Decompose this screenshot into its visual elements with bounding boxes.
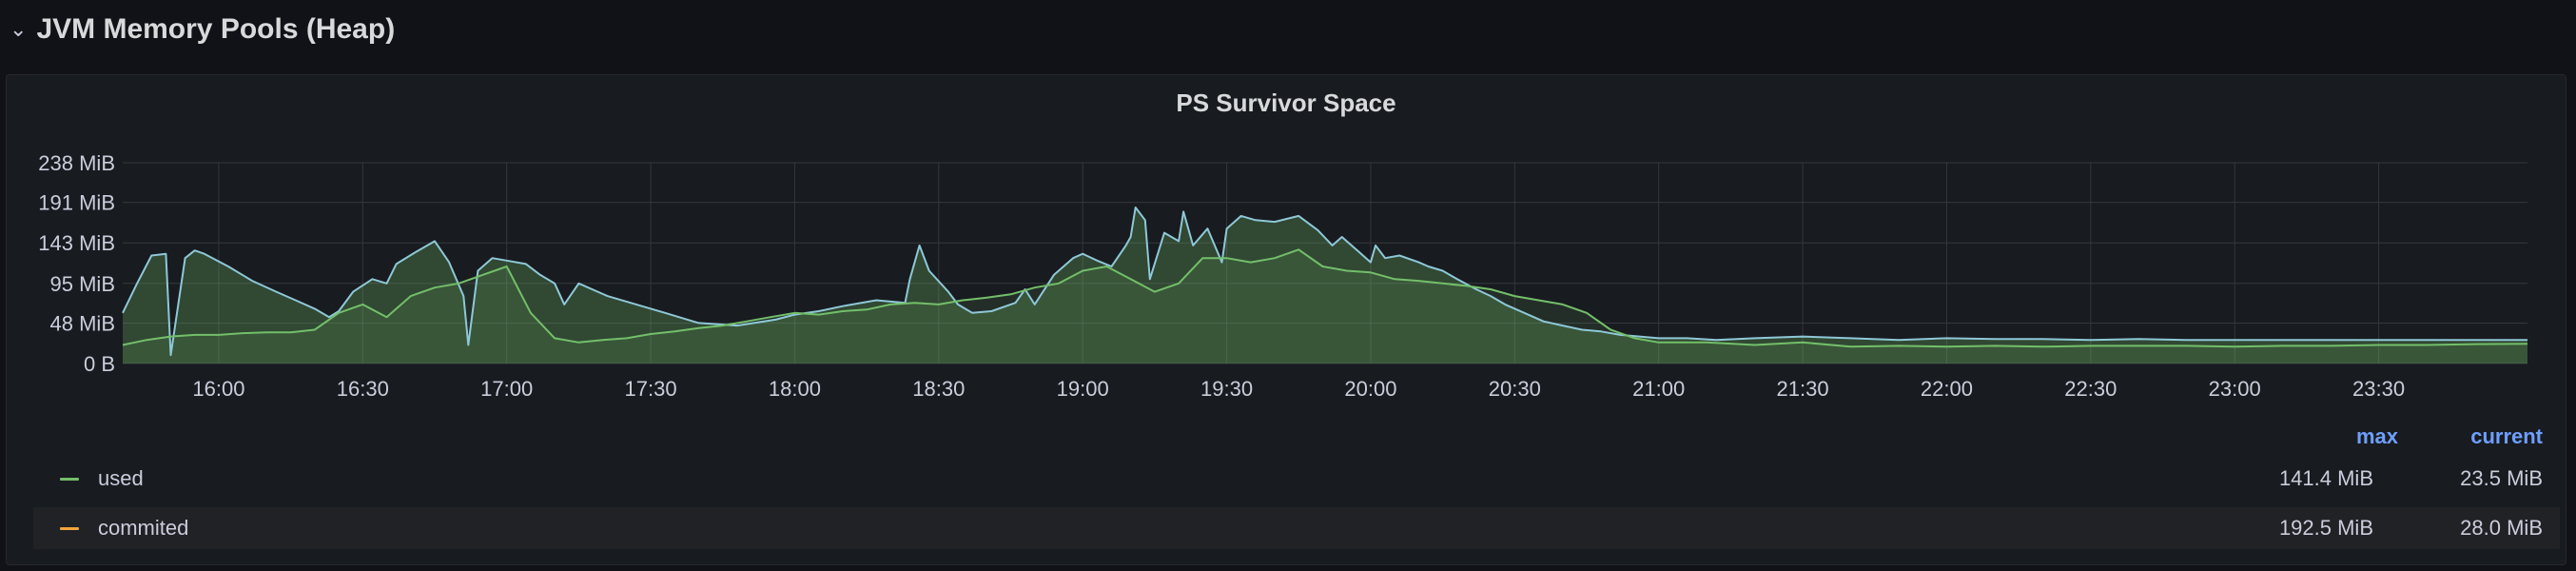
x-tick-label: 19:00 bbox=[1057, 377, 1109, 401]
y-tick-label: 191 MiB bbox=[38, 191, 115, 215]
series-line-used[interactable] bbox=[122, 248, 2528, 348]
legend-header-current[interactable]: current bbox=[2470, 424, 2543, 448]
x-tick-label: 22:30 bbox=[2064, 377, 2117, 401]
y-axis: 0 B 48 MiB 95 MiB 143 MiB 191 MiB 238 MiB bbox=[38, 151, 115, 376]
x-tick-label: 23:30 bbox=[2352, 377, 2405, 401]
y-tick-label: 0 B bbox=[84, 352, 115, 376]
legend-row-used[interactable]: used 141.4 MiB 23.5 MiB bbox=[33, 458, 2560, 500]
series-area-used bbox=[123, 249, 2527, 364]
legend-current-value: 23.5 MiB bbox=[2460, 466, 2543, 490]
row-header[interactable]: ⌄ JVM Memory Pools (Heap) bbox=[10, 8, 395, 51]
row-title[interactable]: JVM Memory Pools (Heap) bbox=[36, 13, 396, 45]
chart-lines bbox=[122, 207, 2528, 357]
x-tick-label: 23:00 bbox=[2209, 377, 2261, 401]
x-tick-label: 21:00 bbox=[1632, 377, 1685, 401]
x-tick-label: 16:00 bbox=[192, 377, 244, 401]
y-tick-label: 238 MiB bbox=[38, 151, 115, 175]
legend-swatch-used bbox=[60, 477, 79, 481]
legend-name: used bbox=[98, 466, 144, 490]
x-tick-label: 17:30 bbox=[625, 377, 677, 401]
legend-max-value: 141.4 MiB bbox=[2278, 466, 2373, 490]
panel-title[interactable]: PS Survivor Space bbox=[1176, 89, 1396, 117]
legend-row-commited[interactable]: commited 192.5 MiB 28.0 MiB bbox=[33, 507, 2560, 549]
x-tick-label: 20:30 bbox=[1489, 377, 1541, 401]
x-tick-label: 21:30 bbox=[1777, 377, 1829, 401]
x-tick-label: 18:00 bbox=[769, 377, 821, 401]
x-tick-label: 18:30 bbox=[912, 377, 965, 401]
x-tick-label: 16:30 bbox=[337, 377, 389, 401]
y-tick-label: 95 MiB bbox=[50, 272, 115, 296]
x-tick-label: 22:00 bbox=[1921, 377, 1973, 401]
x-tick-label: 19:30 bbox=[1200, 377, 1253, 401]
x-tick-label: 20:00 bbox=[1344, 377, 1396, 401]
x-axis: 16:00 16:30 17:00 17:30 18:00 18:30 19:00 19:30… bbox=[192, 377, 2405, 401]
x-tick-label: 17:00 bbox=[480, 377, 533, 401]
series-line-commited[interactable] bbox=[122, 207, 2527, 357]
legend-current-value: 28.0 MiB bbox=[2460, 516, 2543, 540]
chart-grid bbox=[123, 162, 2527, 364]
chart: 0 B 48 MiB 95 MiB 143 MiB 191 MiB 238 MiB 16:… bbox=[38, 151, 2528, 401]
chevron-down-icon[interactable]: ⌄ bbox=[10, 17, 28, 41]
y-tick-label: 143 MiB bbox=[38, 231, 115, 255]
legend-max-value: 192.5 MiB bbox=[2278, 516, 2373, 540]
series-area-commited bbox=[123, 207, 2527, 364]
legend-header-max[interactable]: max bbox=[2355, 424, 2398, 448]
panel-ps-survivor-space: PS Survivor Space 0 B 48 MiB 95 MiB 143 MiB… bbox=[6, 74, 2566, 565]
chart-areas bbox=[123, 207, 2527, 364]
legend-name: commited bbox=[98, 516, 189, 540]
legend-swatch-commited bbox=[60, 526, 79, 530]
y-tick-label: 48 MiB bbox=[50, 311, 115, 335]
